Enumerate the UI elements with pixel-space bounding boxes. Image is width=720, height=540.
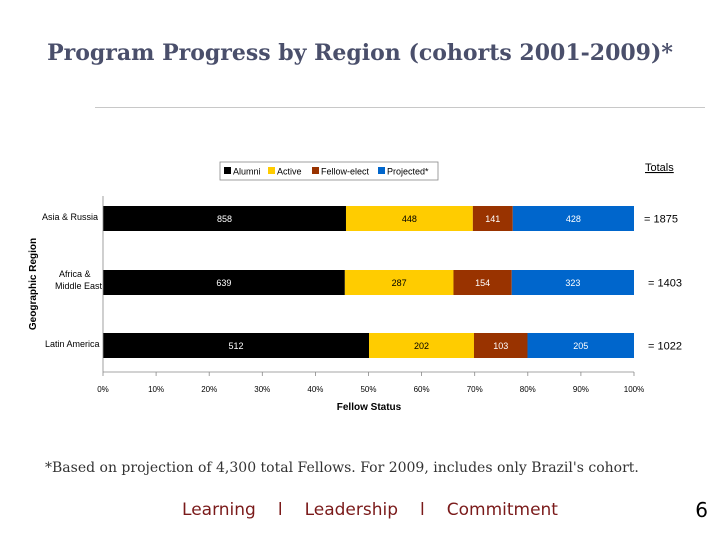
bar-alumni-1 — [103, 270, 345, 295]
tagline-learning: Learning — [182, 500, 256, 520]
bar-label-alumni-1: 639 — [216, 278, 231, 288]
bar-label-projected-2: 205 — [573, 341, 588, 351]
x-tick-label-10: 100% — [624, 385, 644, 394]
bar-projected-0 — [512, 206, 634, 231]
x-axis-title: Fellow Status — [337, 402, 402, 413]
legend-box — [219, 161, 439, 181]
bar-label-fellow-elect-2: 103 — [493, 341, 508, 351]
bar-label-alumni-0: 858 — [217, 214, 232, 224]
total-value-0: = 1875 — [644, 214, 678, 226]
title-divider — [95, 107, 705, 108]
category-label-1-1: Middle East — [55, 281, 103, 291]
y-axis-title: Geographic Region — [28, 238, 39, 330]
bar-fellow-elect-2 — [473, 333, 528, 358]
x-tick-label-6: 60% — [414, 385, 430, 394]
bar-fellow-elect-1 — [453, 270, 512, 295]
tagline-separator-2: l — [420, 500, 425, 520]
tagline: Learning l Leadership l Commitment — [0, 500, 720, 520]
bar-projected-1 — [511, 270, 634, 295]
footnote: *Based on projection of 4,300 total Fell… — [45, 460, 639, 476]
bar-active-0 — [345, 206, 473, 231]
category-label-2: Latin America — [45, 339, 100, 349]
bar-projected-2 — [527, 333, 634, 358]
bar-label-alumni-2: 512 — [228, 341, 243, 351]
bar-alumni-2 — [103, 333, 370, 358]
legend-swatch-projected — [378, 167, 385, 174]
x-tick-label-9: 90% — [573, 385, 589, 394]
bar-active-2 — [369, 333, 474, 358]
total-value-1: = 1403 — [648, 278, 682, 290]
x-tick-label-5: 50% — [360, 385, 376, 394]
tagline-leadership: Leadership — [304, 500, 398, 520]
legend-swatch-alumni — [224, 167, 231, 174]
bar-alumni-0 — [103, 206, 346, 231]
page-number: 6 — [695, 498, 708, 522]
legend-label-fellow-elect: Fellow-elect — [321, 167, 370, 177]
bar-active-1 — [344, 270, 454, 295]
tagline-separator-1: l — [277, 500, 283, 520]
bar-label-projected-0: 428 — [566, 214, 581, 224]
slide-title: Program Progress by Region (cohorts 2001… — [47, 40, 673, 66]
category-label-1-0: Africa & — [59, 269, 91, 279]
x-tick-label-1: 10% — [148, 385, 164, 394]
category-label-0: Asia & Russia — [42, 212, 98, 222]
legend-label-projected: Projected* — [387, 167, 429, 177]
legend-swatch-active — [268, 167, 275, 174]
legend-label-active: Active — [277, 167, 302, 177]
x-tick-label-3: 30% — [254, 385, 270, 394]
legend-swatch-fellow-elect — [312, 167, 319, 174]
bar-label-active-1: 287 — [392, 278, 407, 288]
x-tick-label-7: 70% — [467, 385, 483, 394]
bar-label-active-2: 202 — [414, 341, 429, 351]
bar-label-fellow-elect-1: 154 — [475, 278, 490, 288]
bar-fellow-elect-0 — [472, 206, 513, 231]
x-tick-label-4: 40% — [307, 385, 323, 394]
x-tick-label-0: 0% — [97, 385, 109, 394]
totals-header: Totals — [645, 162, 674, 174]
x-tick-label-2: 20% — [201, 385, 217, 394]
legend-label-alumni: Alumni — [233, 167, 261, 177]
bar-label-fellow-elect-0: 141 — [485, 214, 500, 224]
tagline-commitment: Commitment — [446, 500, 558, 520]
bar-label-active-0: 448 — [402, 214, 417, 224]
total-value-2: = 1022 — [648, 341, 682, 353]
x-tick-label-8: 80% — [520, 385, 536, 394]
bar-label-projected-1: 323 — [565, 278, 580, 288]
